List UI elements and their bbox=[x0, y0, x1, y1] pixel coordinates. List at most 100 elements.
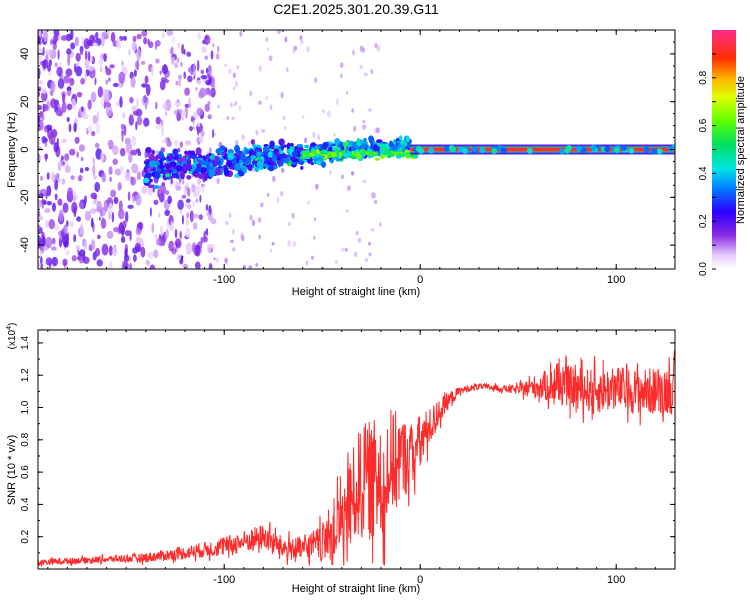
spectrogram-noise-blob bbox=[185, 227, 191, 238]
spectrogram-noise-blob bbox=[135, 194, 142, 206]
spectrogram-noise-blob bbox=[118, 222, 124, 234]
spectrogram-noise-blob bbox=[38, 216, 44, 221]
spectrogram-noise-blob bbox=[177, 99, 180, 103]
spectrogram-signal-blob bbox=[401, 154, 405, 158]
spectrogram-noise-blob bbox=[130, 76, 136, 88]
spectrogram-tone-blob bbox=[604, 146, 611, 153]
spectrogram-signal-blob bbox=[180, 172, 185, 180]
spectrogram-noise-blob bbox=[176, 57, 180, 64]
spectrogram-noise-blob bbox=[40, 263, 44, 269]
spectrogram-noise-blob bbox=[187, 75, 193, 83]
spectrogram-signal-blob bbox=[271, 154, 277, 163]
spectrogram-noise-blob bbox=[63, 224, 68, 235]
spectrogram-signal-blob bbox=[268, 165, 275, 172]
spectrogram-signal-blob bbox=[208, 169, 215, 178]
spectrogram-noise-blob bbox=[159, 184, 167, 195]
spectrogram-noise-blob bbox=[200, 69, 205, 75]
spectrogram-noise-blob bbox=[255, 262, 259, 267]
spectrogram-noise-blob bbox=[282, 115, 286, 121]
spectrogram-signal-blob bbox=[208, 161, 213, 165]
spectrogram-noise-blob bbox=[154, 234, 158, 239]
spectrogram-noise-blob bbox=[78, 144, 85, 152]
spectrogram-signal-blob bbox=[214, 167, 222, 176]
spectrogram-noise-blob bbox=[315, 183, 319, 190]
colorbar: 0.0 0.2 0.4 0.6 0.8 Normalized spectral ampl… bbox=[698, 30, 747, 276]
spectrogram-signal-blob bbox=[406, 151, 411, 156]
spectrogram-noise-blob bbox=[174, 139, 179, 147]
spectrogram-noise-blob bbox=[132, 35, 137, 43]
spectrogram-signal-blob bbox=[375, 157, 380, 161]
spectrogram-noise-blob bbox=[101, 243, 109, 256]
spectrogram-signal-blob bbox=[337, 147, 341, 151]
spectrogram-noise-blob bbox=[317, 134, 320, 141]
spectrogram-signal-blob bbox=[152, 167, 156, 171]
spectrogram-noise-blob bbox=[339, 62, 344, 68]
spectrogram-signal-blob bbox=[283, 157, 290, 164]
spectrogram-noise-blob bbox=[205, 39, 209, 44]
spectrogram-noise-blob bbox=[333, 132, 336, 137]
spectrogram-noise-blob bbox=[370, 69, 374, 75]
colorbar-tick-label: 0.2 bbox=[698, 214, 709, 228]
spectrogram-noise-blob bbox=[110, 32, 116, 43]
spectrogram-signal-blob bbox=[244, 148, 250, 155]
spectrogram-noise-blob bbox=[329, 170, 332, 176]
spectrogram-noise-blob bbox=[145, 83, 151, 96]
spectrogram-noise-blob bbox=[206, 243, 212, 254]
spectrogram-noise-blob bbox=[108, 261, 113, 269]
spectrogram-signal-blob bbox=[365, 151, 370, 155]
spectrogram-noise-blob bbox=[186, 51, 191, 57]
y-tick-label: 40 bbox=[19, 48, 31, 60]
spectrogram-noise-blob bbox=[232, 72, 236, 79]
spectrogram-noise-blob bbox=[90, 91, 97, 103]
spectrogram-noise-blob bbox=[368, 252, 372, 257]
spectrogram-noise-blob bbox=[231, 116, 235, 120]
spectrogram-noise-blob bbox=[204, 234, 208, 238]
spectrogram-noise-blob bbox=[197, 59, 200, 72]
spectrogram-signal-blob bbox=[198, 154, 203, 159]
spectrogram-noise-blob bbox=[101, 217, 105, 226]
spectrogram-noise-blob bbox=[79, 167, 84, 174]
spectrogram-signal-blob bbox=[375, 151, 379, 156]
colorbar-ticks: 0.0 0.2 0.4 0.6 0.8 bbox=[698, 53, 716, 276]
spectrogram-noise-blob bbox=[341, 247, 345, 252]
spectrogram-noise-blob bbox=[153, 199, 159, 205]
spectrogram-noise-blob bbox=[105, 67, 112, 76]
spectrogram-noise-blob bbox=[155, 124, 162, 130]
spectrogram-noise-blob bbox=[125, 211, 129, 223]
spectrogram-noise-blob bbox=[151, 222, 155, 234]
spectrogram-noise-blob bbox=[70, 42, 76, 50]
spectrogram-noise-blob bbox=[216, 177, 220, 185]
spectrogram-noise-blob bbox=[305, 260, 309, 266]
spectrogram-signal-blob bbox=[172, 156, 179, 160]
spectrogram-signal-blob bbox=[200, 167, 207, 174]
spectrogram-signal-blob bbox=[196, 163, 202, 169]
spectrogram-noise-blob bbox=[201, 184, 205, 194]
spectrogram-noise-blob bbox=[143, 37, 148, 45]
spectrogram-signal-blob bbox=[182, 163, 189, 172]
spectrogram-noise-blob bbox=[90, 208, 95, 214]
spectrogram-noise-blob bbox=[74, 36, 79, 47]
spectrogram-signal-blob bbox=[193, 173, 200, 177]
spectrogram-noise-blob bbox=[291, 212, 295, 219]
spectrogram-noise-blob bbox=[109, 64, 115, 69]
spectrogram-noise-blob bbox=[370, 228, 375, 232]
spectrogram-noise-blob bbox=[345, 209, 349, 213]
spectrogram-signal-blob bbox=[398, 135, 403, 141]
spectrogram-noise-blob bbox=[87, 65, 95, 72]
spectrogram-noise-blob bbox=[362, 179, 367, 184]
spectrogram-noise-blob bbox=[140, 60, 146, 65]
spectrogram-noise-blob bbox=[66, 86, 72, 91]
spectrogram-noise-blob bbox=[362, 124, 367, 130]
spectrogram-noise-blob bbox=[84, 71, 87, 82]
spectrogram-noise-blob bbox=[97, 234, 101, 240]
spectrogram-noise-blob bbox=[362, 120, 366, 124]
spectrogram-noise-blob bbox=[172, 36, 175, 44]
y-tick-label: 20 bbox=[19, 96, 31, 108]
spectrogram-ylabel: Frequency (Hz) bbox=[6, 112, 18, 188]
spectrogram-noise-blob bbox=[163, 79, 170, 84]
spectrogram-noise-blob bbox=[78, 201, 84, 210]
spectrogram-noise-blob bbox=[128, 114, 134, 126]
spectrogram-noise-blob bbox=[46, 124, 53, 131]
spectrogram-noise-blob bbox=[160, 119, 164, 127]
spectrogram-noise-blob bbox=[116, 38, 122, 50]
